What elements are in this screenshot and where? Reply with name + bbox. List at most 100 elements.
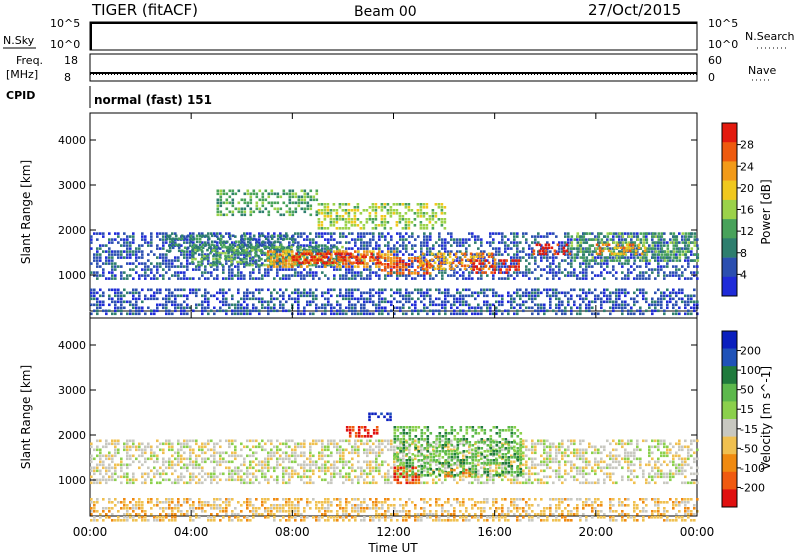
nsky-tick-bottom: 10^0 [50, 38, 80, 51]
power-data-region-0 [90, 288, 699, 316]
freq-panel: Freq. [MHz] 18 8 60 0 Nave [6, 53, 776, 84]
power-yaxis-tick-label-1: 2000 [58, 224, 86, 237]
power-data-region-5 [292, 252, 382, 265]
velocity-cbar-swatch-3 [722, 383, 737, 402]
velocity-cbar-swatch-0 [722, 331, 737, 349]
velocity-cbar-swatch-5 [722, 419, 737, 437]
nave-tick-bottom: 0 [708, 71, 715, 84]
power-data-region-9 [532, 243, 572, 256]
velocity-frame [89, 317, 698, 517]
power-data-region-6 [380, 257, 432, 275]
power-y-axis: 1000 2000 3000 4000 [58, 134, 697, 282]
power-cbar-tick-1: 24 [740, 160, 754, 173]
power-cbar-tick-5: 8 [740, 247, 747, 260]
power-colorbar: 28 24 20 16 12 8 4 [721, 122, 754, 297]
velocity-data-region-6 [444, 468, 471, 478]
nave-label: Nave [748, 64, 776, 77]
velocity-cbar-swatch-6 [722, 436, 737, 455]
freq-label: Freq. [16, 54, 43, 67]
velocity-data [90, 412, 699, 522]
nsearch-label: N.Search [745, 30, 795, 43]
nsky-label: N.Sky [3, 34, 35, 47]
power-cbar-tick-0: 28 [740, 139, 754, 152]
velocity-data-region-4 [345, 426, 379, 438]
nsky-panel: N.Sky 10^5 10^0 10^5 10^0 N.Search [3, 17, 795, 51]
velocity-cbar-tick-1: 100 [740, 364, 761, 377]
date-label: 27/Oct/2015 [588, 1, 681, 19]
beam-label: Beam 00 [354, 4, 417, 20]
velocity-yaxis-tick-label-1: 2000 [58, 429, 86, 442]
power-cbar-tick-6: 4 [740, 268, 747, 281]
velocity-cbar-tick-7: -200 [740, 481, 765, 494]
power-data-region-12 [317, 203, 447, 230]
nsky-trace [90, 22, 697, 24]
velocity-cbar-tick-6: -100 [740, 462, 765, 475]
x-tick-label-3: 12:00 [376, 525, 411, 539]
nsky-tick-top: 10^5 [50, 17, 80, 30]
cpid-value: normal (fast) 151 [94, 93, 212, 107]
freq-tick-top: 18 [64, 54, 78, 67]
time-x-axis: 00:00 04:00 08:00 12:00 16:00 20:00 00:00 [73, 113, 715, 539]
power-cbar-swatch-7 [722, 257, 737, 278]
cpid-label: CPID [6, 89, 35, 102]
power-yaxis-tick-label-3: 4000 [58, 134, 86, 147]
velocity-yaxis-tick-label-0: 1000 [58, 474, 86, 487]
power-panel: 1000 2000 3000 4000 Slant Range [km] [19, 112, 700, 316]
velocity-data-region-1 [90, 439, 699, 485]
velocity-cbar-tick-2: 50 [740, 384, 754, 397]
velocity-colorbar: 200 100 50 15 -15 -50 -100 -200 [721, 330, 765, 508]
velocity-cbar-swatch-2 [722, 366, 737, 385]
velocity-panel: 1000 2000 3000 4000 00:00 04:00 08:00 12:00 16:… [19, 113, 714, 554]
velocity-cbar-tick-5: -50 [740, 442, 758, 455]
velocity-ylabel: Slant Range [km] [19, 365, 33, 469]
nsearch-tick-top: 10^5 [708, 17, 738, 30]
power-cbar-swatch-3 [722, 180, 737, 201]
x-tick-label-2: 08:00 [275, 525, 310, 539]
velocity-data-region-0 [90, 498, 699, 522]
power-cbar-swatch-1 [722, 142, 737, 162]
power-data-region-11 [595, 243, 647, 256]
velocity-colorbar-label: Velocity [m s^-1] [759, 366, 773, 470]
power-cbar-swatch-5 [722, 219, 737, 239]
power-cbar-swatch-4 [722, 199, 737, 220]
velocity-cbar-tick-4: -15 [740, 423, 758, 436]
x-tick-label-4: 16:00 [477, 525, 512, 539]
velocity-cbar-swatch-7 [722, 454, 737, 473]
x-tick-label-0: 00:00 [73, 525, 108, 539]
power-cbar-tick-4: 12 [740, 225, 754, 238]
velocity-cbar-swatch-9 [722, 489, 737, 508]
power-data-region-13 [216, 189, 319, 217]
power-yaxis-tick-label-0: 1000 [58, 269, 86, 282]
velocity-cbar-swatch-4 [722, 401, 737, 420]
velocity-cbar-tick-0: 200 [740, 345, 761, 358]
power-yaxis-tick-label-2: 3000 [58, 179, 86, 192]
x-tick-label-1: 04:00 [174, 525, 209, 539]
power-cbar-swatch-8 [722, 276, 737, 297]
velocity-yaxis-tick-label-2: 3000 [58, 384, 86, 397]
velocity-data-region-5 [393, 466, 421, 485]
freq-tick-bottom: 8 [64, 71, 71, 84]
station-title: TIGER (fitACF) [91, 1, 198, 19]
nave-tick-top: 60 [708, 54, 722, 67]
nsearch-tick-bottom: 10^0 [708, 38, 738, 51]
power-cbar-tick-2: 20 [740, 182, 754, 195]
power-cbar-tick-3: 16 [740, 204, 754, 217]
velocity-data-region-2 [393, 426, 523, 477]
power-ylabel: Slant Range [km] [19, 160, 33, 264]
power-data [90, 189, 700, 316]
power-cbar-swatch-0 [722, 123, 737, 143]
power-cbar-swatch-2 [722, 161, 737, 181]
power-data-region-8 [469, 259, 520, 274]
velocity-y-axis: 1000 2000 3000 4000 [58, 339, 697, 487]
velocity-xlabel: Time UT [367, 541, 418, 554]
power-cbar-swatch-6 [722, 238, 737, 258]
velocity-cbar-swatch-8 [722, 471, 737, 490]
velocity-data-region-3 [368, 412, 392, 422]
velocity-cbar-tick-3: 15 [740, 403, 754, 416]
x-tick-label-5: 20:00 [579, 525, 614, 539]
power-data-region-3 [191, 245, 344, 267]
freq-unit: [MHz] [6, 68, 38, 81]
power-colorbar-label: Power [dB] [759, 179, 773, 244]
x-tick-label-6: 00:00 [680, 525, 715, 539]
